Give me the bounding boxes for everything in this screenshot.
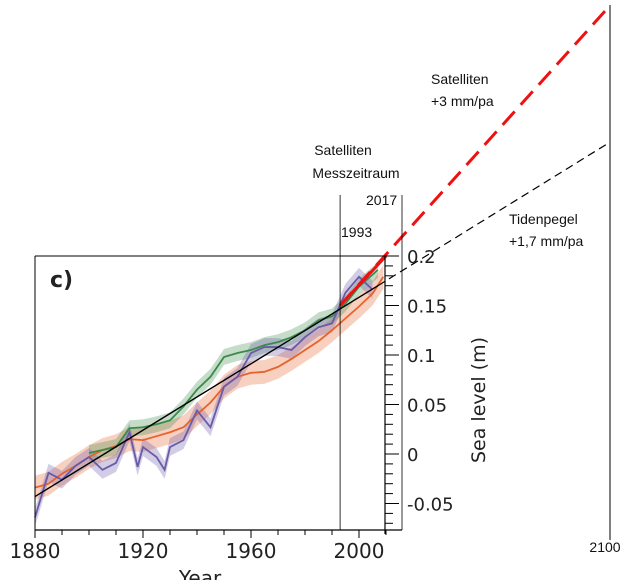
x-tick-label: 1880	[10, 539, 61, 563]
tide-gauge-rate: +1,7 mm/pa	[509, 233, 584, 249]
x-tick-label: 1960	[226, 539, 277, 563]
satellite-label: Satelliten	[431, 71, 489, 87]
uncertainty-bands	[35, 261, 384, 527]
period-title-1: Satelliten	[314, 142, 372, 158]
y-tick-label: 0.05	[407, 396, 447, 417]
purple-uncertainty-band	[35, 267, 373, 527]
x-axis-label: Year	[178, 566, 222, 580]
x-extra-label-2100: 2100	[589, 539, 620, 555]
orange-series-line	[34, 276, 385, 489]
period-start-label: 1993	[341, 224, 372, 240]
orange-uncertainty-band	[35, 264, 384, 500]
y-tick-label: 0.2	[407, 247, 436, 268]
y-tick-label: 0.1	[407, 346, 436, 367]
series-lines	[34, 4, 612, 518]
satellite-rate: +3 mm/pa	[431, 93, 494, 109]
tide-gauge-label: Tidenpegel	[509, 211, 578, 227]
tide-gauge-projection-line	[377, 141, 611, 287]
y-tick-label: -0.05	[407, 495, 454, 516]
y-tick-label: 0	[407, 445, 418, 466]
x-tick-label: 1920	[118, 539, 169, 563]
x-tick-label: 2000	[334, 539, 385, 563]
axes: 1880 1920 1960 2000 0.2 0.15 0.1 0.05 0 -0.05	[10, 5, 611, 563]
period-end-label: 2017	[366, 192, 397, 208]
satellite-trend-line	[339, 254, 388, 307]
trend-line	[34, 285, 379, 498]
y-axis-label: Sea level (m)	[468, 337, 490, 463]
green-uncertainty-band	[89, 261, 378, 461]
panel-label: c)	[50, 268, 73, 293]
purple-series-line	[34, 275, 374, 518]
period-title-2: Messzeitraum	[312, 165, 399, 181]
y-tick-label: 0.15	[407, 297, 447, 318]
